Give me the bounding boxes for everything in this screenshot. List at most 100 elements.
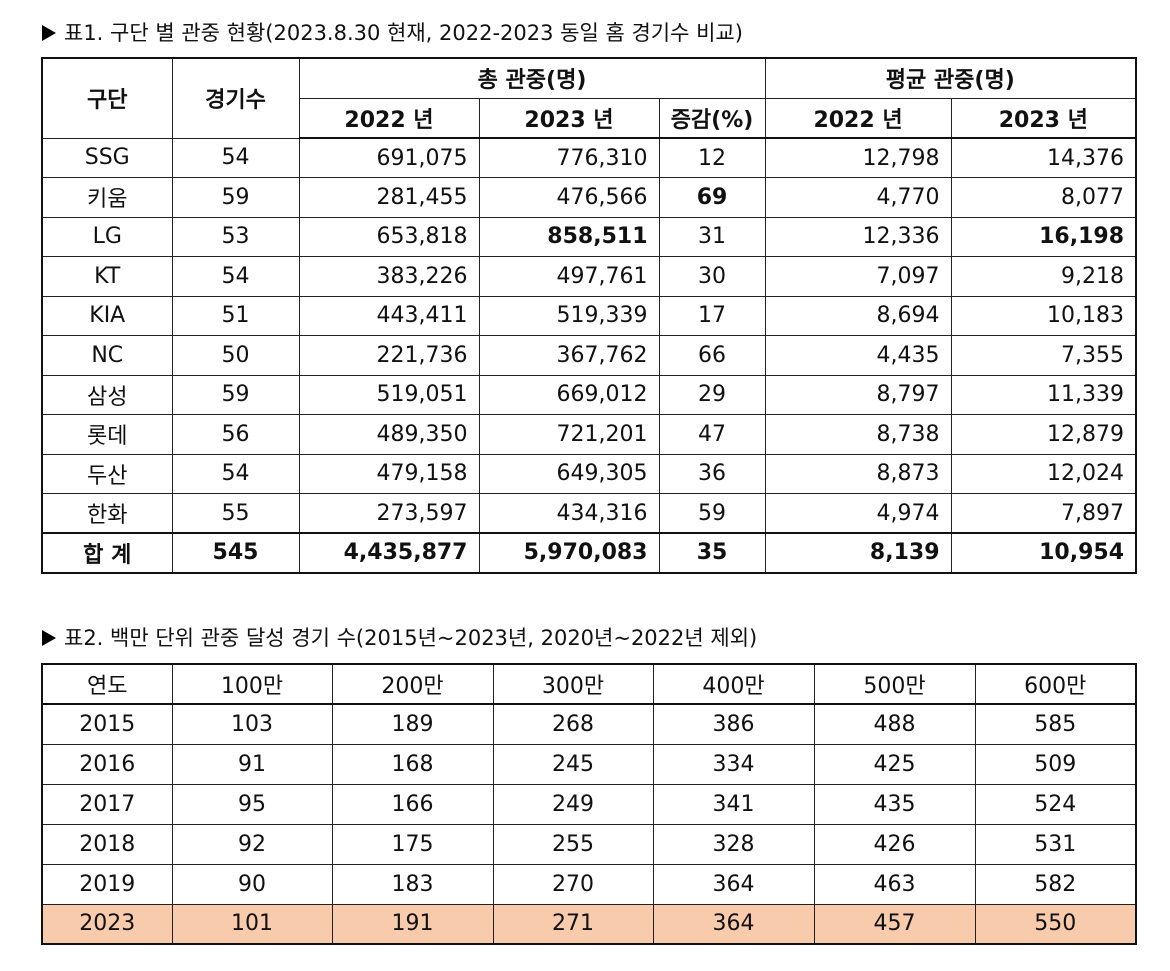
games-cell: 463: [813, 863, 976, 905]
triangle-bullet-icon: [42, 630, 56, 646]
table-row: 한화 55 273,597 434,316 59 4,974 7,897: [41, 493, 1137, 534]
games-cell: 585: [974, 703, 1137, 745]
year-cell: 2017: [41, 783, 173, 825]
total-2023-cell: 649,305: [478, 453, 660, 494]
games-cell: 101: [171, 903, 333, 945]
team-cell: 한화: [41, 493, 173, 534]
total-2023-cell: 497,761: [478, 256, 660, 297]
header-3m: 300만: [492, 663, 654, 705]
avg-2023-cell: 12,024: [950, 453, 1137, 494]
games-cell: 51: [171, 295, 300, 336]
avg-2023-cell: 12,879: [950, 414, 1137, 455]
table-row: LG 53 653,818 858,511 31 12,336 16,198: [41, 216, 1137, 257]
avg-2022-cell: 12,798: [764, 137, 952, 178]
change-cell: 59: [658, 493, 766, 534]
avg-2023-cell: 11,339: [950, 374, 1137, 415]
avg-2022-cell: 12,336: [764, 216, 952, 257]
total-2023-cell: 669,012: [478, 374, 660, 415]
games-cell: 245: [492, 743, 654, 785]
header-year: 연도: [41, 663, 173, 705]
games-cell: 545: [171, 532, 300, 573]
avg-2023-cell: 8,077: [950, 177, 1137, 218]
games-cell: 582: [974, 863, 1137, 905]
total-2023-cell: 858,511: [478, 216, 660, 257]
table-row: 2016 91 168 245 334 425 509: [41, 743, 1137, 785]
header-6m: 600만: [974, 663, 1137, 705]
games-cell: 364: [652, 863, 815, 905]
header-row: 연도 100만 200만 300만 400만 500만 600만: [41, 663, 1137, 705]
header-4m: 400만: [652, 663, 815, 705]
avg-2022-cell: 8,738: [764, 414, 952, 455]
year-cell: 2015: [41, 703, 173, 745]
games-cell: 435: [813, 783, 976, 825]
games-cell: 426: [813, 823, 976, 865]
games-cell: 56: [171, 414, 300, 455]
header-avg-2023: 2023 년: [950, 97, 1137, 139]
change-cell: 66: [658, 335, 766, 376]
total-2022-cell: 273,597: [298, 493, 480, 534]
total-2022-cell: 489,350: [298, 414, 480, 455]
games-cell: 90: [171, 863, 333, 905]
games-cell: 55: [171, 493, 300, 534]
change-cell: 36: [658, 453, 766, 494]
team-cell: 롯데: [41, 414, 173, 455]
change-cell: 69: [658, 177, 766, 218]
games-cell: 50: [171, 335, 300, 376]
total-2022-cell: 281,455: [298, 177, 480, 218]
total-2022-cell: 691,075: [298, 137, 480, 178]
total-2023-cell: 776,310: [478, 137, 660, 178]
table-row: 두산 54 479,158 649,305 36 8,873 12,024: [41, 453, 1137, 494]
team-cell: KIA: [41, 295, 173, 336]
games-cell: 166: [331, 783, 494, 825]
team-cell: NC: [41, 335, 173, 376]
table-row: 2017 95 166 249 341 435 524: [41, 783, 1137, 825]
games-cell: 425: [813, 743, 976, 785]
avg-2022-cell: 8,694: [764, 295, 952, 336]
header-2m: 200만: [331, 663, 494, 705]
change-cell: 12: [658, 137, 766, 178]
team-cell: 키움: [41, 177, 173, 218]
games-cell: 524: [974, 783, 1137, 825]
change-cell: 29: [658, 374, 766, 415]
header-total-2023: 2023 년: [478, 97, 660, 139]
change-cell: 30: [658, 256, 766, 297]
total-2022-cell: 221,736: [298, 335, 480, 376]
table-row: 2018 92 175 255 328 426 531: [41, 823, 1137, 865]
games-cell: 91: [171, 743, 333, 785]
header-5m: 500만: [813, 663, 976, 705]
games-cell: 53: [171, 216, 300, 257]
avg-2022-cell: 8,873: [764, 453, 952, 494]
team-cell: SSG: [41, 137, 173, 178]
games-cell: 488: [813, 703, 976, 745]
total-2022-cell: 443,411: [298, 295, 480, 336]
games-cell: 255: [492, 823, 654, 865]
avg-2022-cell: 7,097: [764, 256, 952, 297]
team-cell: LG: [41, 216, 173, 257]
total-2023-cell: 434,316: [478, 493, 660, 534]
games-cell: 92: [171, 823, 333, 865]
header-avg-2022: 2022 년: [764, 97, 952, 139]
total-2023-cell: 5,970,083: [478, 532, 660, 573]
change-cell: 17: [658, 295, 766, 336]
games-cell: 271: [492, 903, 654, 945]
games-cell: 54: [171, 137, 300, 178]
games-cell: 531: [974, 823, 1137, 865]
avg-2023-cell: 14,376: [950, 137, 1137, 178]
header-total-2022: 2022 년: [298, 97, 480, 139]
table-row: SSG 54 691,075 776,310 12 12,798 14,376: [41, 137, 1137, 178]
games-cell: 328: [652, 823, 815, 865]
table1-caption: 표1. 구단 별 관중 현황(2023.8.30 현재, 2022-2023 동…: [42, 20, 743, 46]
table-row: 2019 90 183 270 364 463 582: [41, 863, 1137, 905]
avg-2022-cell: 8,139: [764, 532, 952, 573]
table2-caption: 표2. 백만 단위 관중 달성 경기 수(2015년~2023년, 2020년~…: [42, 625, 757, 651]
games-cell: 249: [492, 783, 654, 825]
header-games: 경기수: [171, 57, 300, 139]
table-row: 롯데 56 489,350 721,201 47 8,738 12,879: [41, 414, 1137, 455]
total-2023-cell: 367,762: [478, 335, 660, 376]
games-cell: 386: [652, 703, 815, 745]
games-cell: 54: [171, 453, 300, 494]
table-row: KT 54 383,226 497,761 30 7,097 9,218: [41, 256, 1137, 297]
header-average-attendance: 평균 관중(명): [764, 57, 1137, 99]
total-2023-cell: 519,339: [478, 295, 660, 336]
change-cell: 35: [658, 532, 766, 573]
